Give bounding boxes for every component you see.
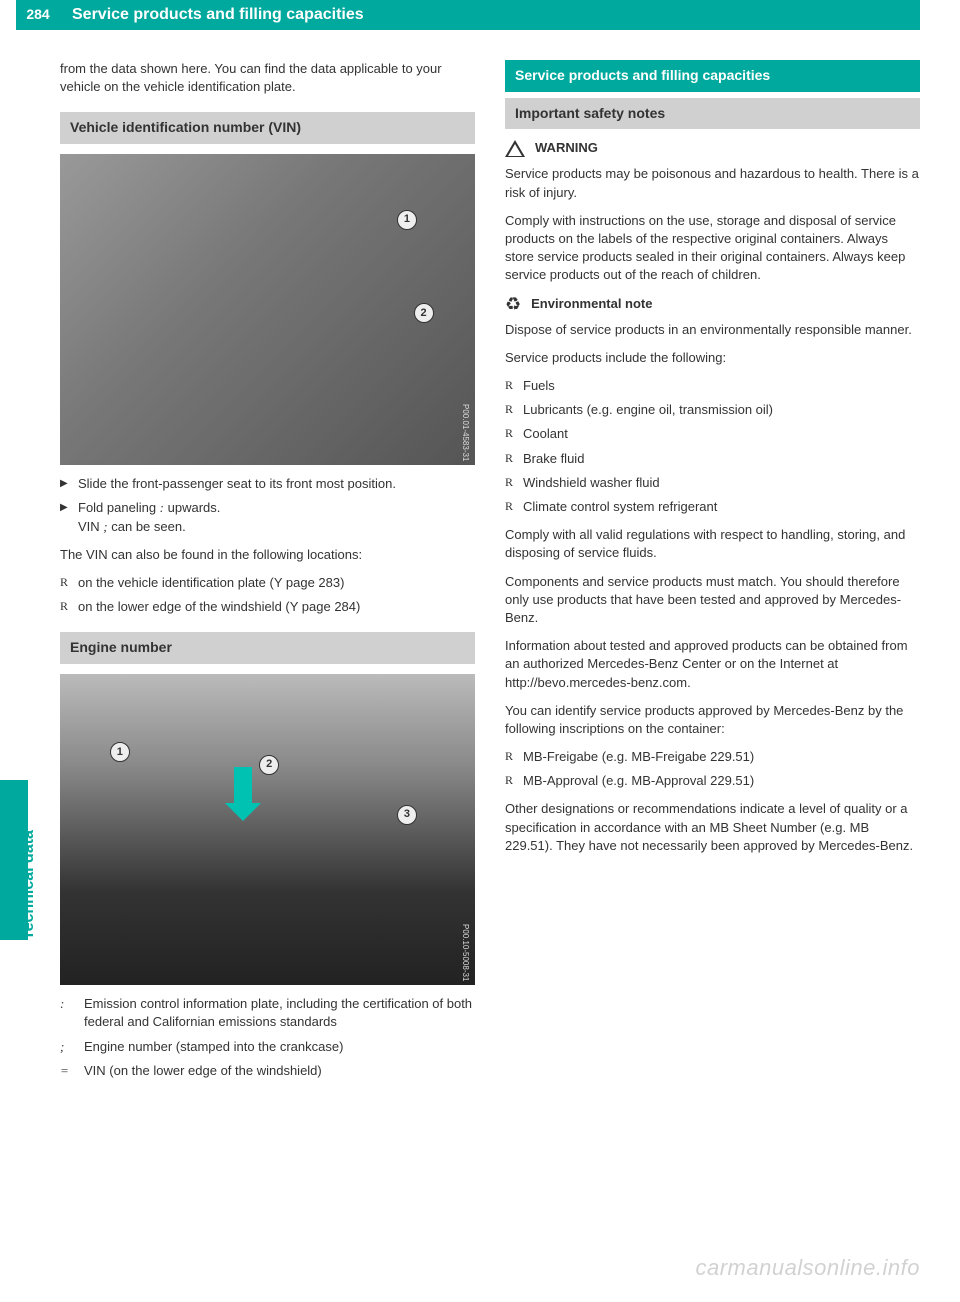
ref-item: ; Engine number (stamped into the crankca… — [60, 1038, 475, 1056]
ref-num: ; — [60, 1038, 64, 1056]
leaf-icon: ♻ — [505, 295, 521, 313]
body-text: Other designations or recommendations in… — [505, 800, 920, 855]
watermark: carmanualsonline.info — [695, 1253, 920, 1284]
bullet-item: Windshield washer fluid — [505, 474, 920, 492]
ref-item: = VIN (on the lower edge of the windshiel… — [60, 1062, 475, 1080]
content-columns: from the data shown here. You can find t… — [60, 60, 920, 1094]
bullet-item: on the vehicle identification plate (Y p… — [60, 574, 475, 592]
header-title: Service products and filling capacities — [60, 0, 920, 30]
env-label: Environmental note — [531, 295, 652, 313]
step-item: Fold paneling : upwards.VIN ; can be see… — [60, 499, 475, 535]
body-text: Information about tested and approved pr… — [505, 637, 920, 692]
step-item: Slide the front-passenger seat to its fr… — [60, 475, 475, 493]
warning-label: WARNING — [535, 139, 598, 157]
body-text: Comply with all valid regulations with r… — [505, 526, 920, 562]
engine-heading: Engine number — [60, 632, 475, 664]
body-text: Components and service products must mat… — [505, 573, 920, 628]
safety-notes-heading: Important safety notes — [505, 98, 920, 130]
vin-image: 1 2 P00.01-4583-31 — [60, 154, 475, 465]
warning-text-2: Comply with instructions on the use, sto… — [505, 212, 920, 285]
bullet-item: Brake fluid — [505, 450, 920, 468]
callout-3: 3 — [397, 805, 417, 825]
bullet-item: MB-Approval (e.g. MB-Approval 229.51) — [505, 772, 920, 790]
bullet-item: Coolant — [505, 425, 920, 443]
callout-2: 2 — [414, 303, 434, 323]
vin-image-code: P00.01-4583-31 — [460, 404, 471, 461]
manual-page: Technical data 284 Service products and … — [0, 0, 960, 1302]
ref-num: : — [60, 995, 64, 1013]
body-text: You can identify service products approv… — [505, 702, 920, 738]
page-number: 284 — [16, 0, 60, 30]
ref-item: : Emission control information plate, inc… — [60, 995, 475, 1031]
callout-1: 1 — [397, 210, 417, 230]
bullet-item: MB-Freigabe (e.g. MB-Freigabe 229.51) — [505, 748, 920, 766]
callout-2: 2 — [259, 755, 279, 775]
ref-text: Emission control information plate, incl… — [84, 996, 472, 1029]
products-list: Fuels Lubricants (e.g. engine oil, trans… — [505, 377, 920, 516]
warning-text-1: Service products may be poisonous and ha… — [505, 165, 920, 201]
warning-row: WARNING — [505, 139, 920, 157]
vin-heading: Vehicle identification number (VIN) — [60, 112, 475, 144]
engine-image: 1 2 3 P00.10-5008-31 — [60, 674, 475, 985]
side-tab-area: Technical data — [0, 0, 60, 1262]
service-products-heading: Service products and filling capacities — [505, 60, 920, 92]
right-column: Service products and filling capacities … — [505, 60, 920, 1094]
products-intro: Service products include the following: — [505, 349, 920, 367]
env-text: Dispose of service products in an enviro… — [505, 321, 920, 339]
left-column: from the data shown here. You can find t… — [60, 60, 475, 1094]
engine-refs: : Emission control information plate, inc… — [60, 995, 475, 1080]
engine-image-code: P00.10-5008-31 — [460, 924, 471, 981]
env-row: ♻ Environmental note — [505, 295, 920, 313]
approvals-list: MB-Freigabe (e.g. MB-Freigabe 229.51) MB… — [505, 748, 920, 790]
vin-note: The VIN can also be found in the followi… — [60, 546, 475, 564]
ref-text: Engine number (stamped into the crankcas… — [84, 1039, 343, 1054]
side-tab-label: Technical data — [18, 830, 40, 940]
warning-icon — [505, 140, 525, 157]
ref-num: = — [60, 1062, 69, 1080]
page-header: 284 Service products and filling capacit… — [16, 0, 920, 30]
bullet-item: Fuels — [505, 377, 920, 395]
vin-locations: on the vehicle identification plate (Y p… — [60, 574, 475, 616]
bullet-item: Lubricants (e.g. engine oil, transmissio… — [505, 401, 920, 419]
callout-1: 1 — [110, 742, 130, 762]
arrow-indicator — [234, 767, 252, 803]
bullet-item: on the lower edge of the windshield (Y p… — [60, 598, 475, 616]
intro-paragraph: from the data shown here. You can find t… — [60, 60, 475, 96]
bullet-item: Climate control system refrigerant — [505, 498, 920, 516]
vin-steps: Slide the front-passenger seat to its fr… — [60, 475, 475, 536]
ref-text: VIN (on the lower edge of the windshield… — [84, 1063, 322, 1078]
